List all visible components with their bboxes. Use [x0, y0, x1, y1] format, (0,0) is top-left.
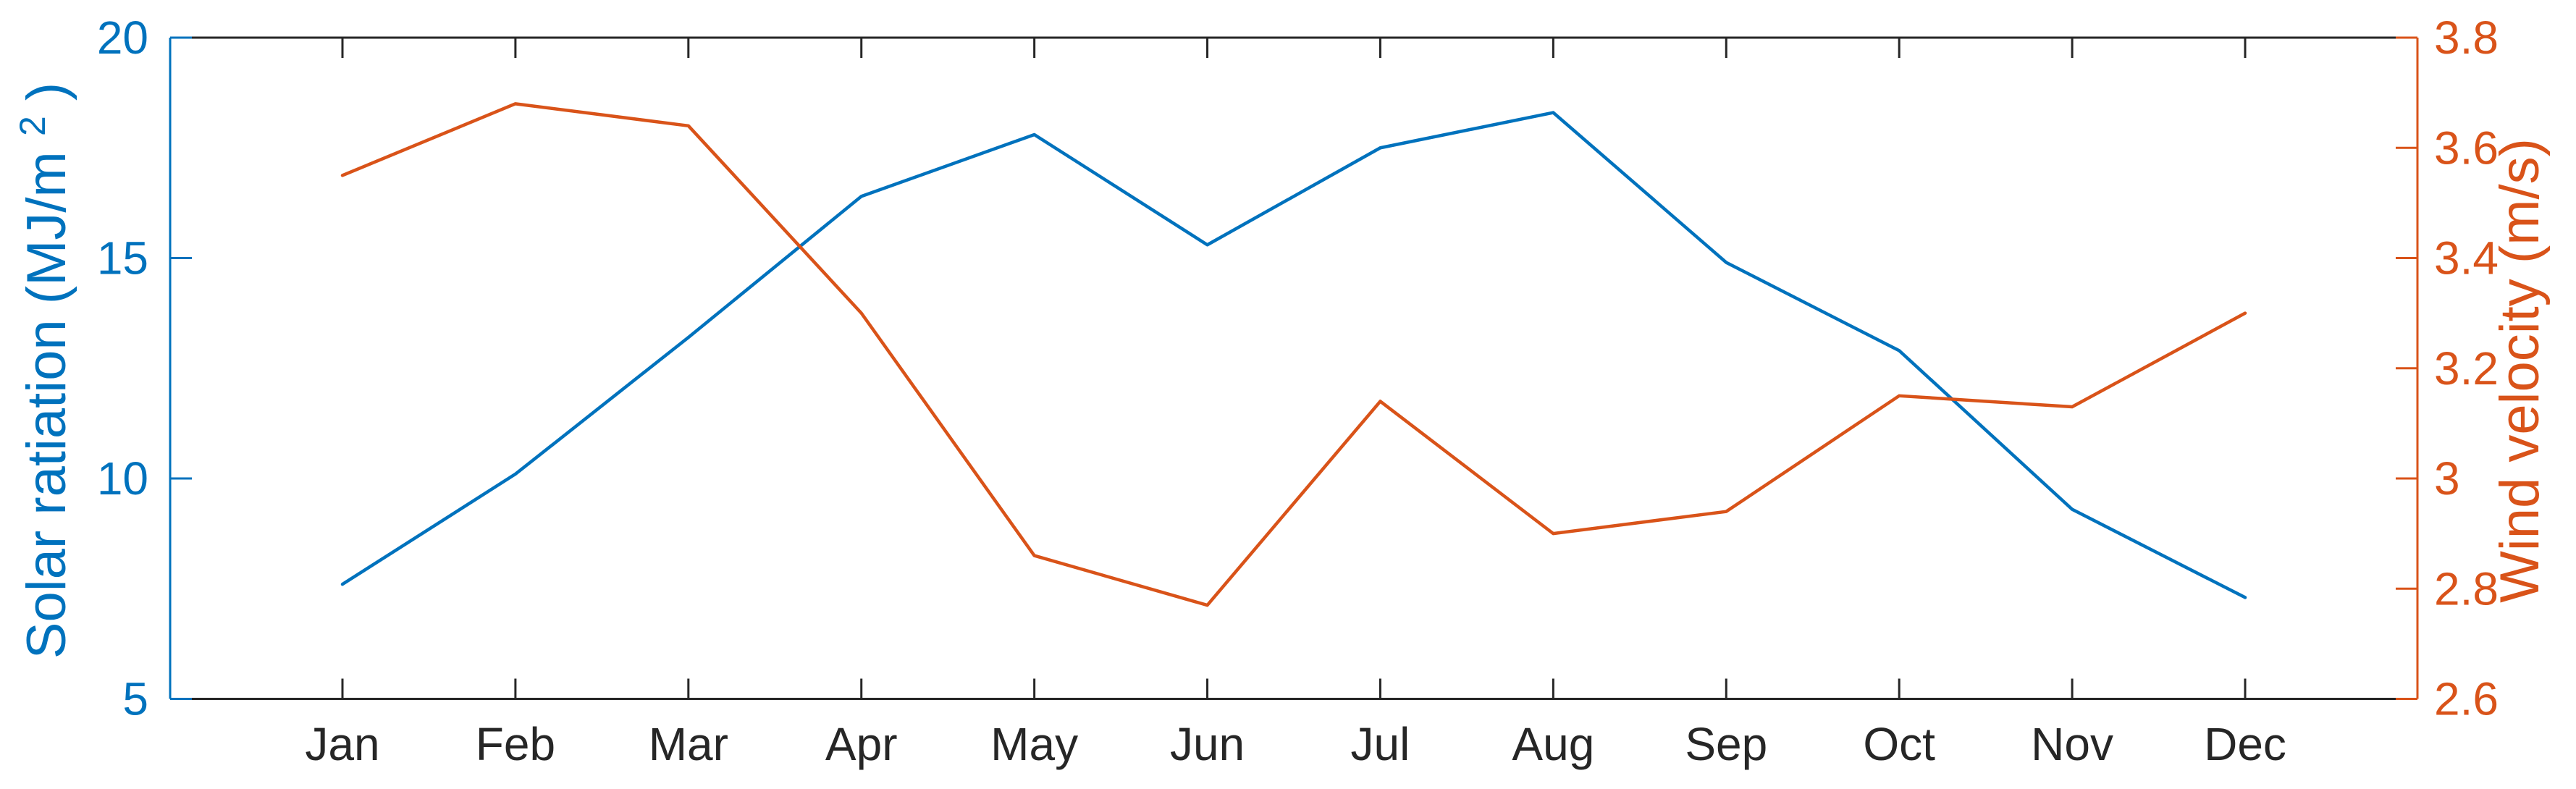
series-line-solar-ratiation [340, 111, 2247, 599]
right-axis-title: Wind velocity (m/s) [2489, 138, 2551, 603]
y-tick-label-right: 3.6 [2434, 122, 2499, 174]
x-tick-label: Jul [1351, 718, 1410, 770]
y-tick-label-left: 15 [97, 232, 148, 284]
y-tick-label-left: 5 [122, 673, 148, 725]
x-tick-label: Nov [2031, 718, 2113, 770]
y-tick-label-right: 3 [2434, 452, 2460, 505]
plot-area: Jan Feb Mar Apr May Jun Jul Aug Sep Oct Nov Dec 5 10 1… [97, 12, 2499, 770]
x-tick-label: Jan [305, 718, 379, 770]
left-axis-title-superscript: 2 [12, 116, 53, 136]
left-axis-title-text: Solar ratiation (MJ/m [16, 151, 77, 659]
x-tick-label: Dec [2204, 718, 2286, 770]
y-tick-label-right: 3.4 [2434, 232, 2499, 284]
y-tick-label-left: 10 [97, 452, 148, 505]
series-line-wind-velocity [340, 102, 2247, 607]
left-axis-title: Solar ratiation (MJ/m 2 ) [0, 83, 77, 659]
y-tick-label-right: 2.6 [2434, 673, 2499, 725]
left-axis-title-close-paren: ) [16, 83, 77, 101]
y-tick-label-left: 20 [97, 12, 148, 64]
y-tick-label-right: 2.8 [2434, 562, 2499, 615]
y-tick-label-right: 3.8 [2434, 12, 2499, 64]
x-tick-label: Sep [1685, 718, 1767, 770]
y-tick-label-right: 3.2 [2434, 342, 2499, 394]
x-tick-label: Mar [649, 718, 728, 770]
x-tick-label: Oct [1863, 718, 1935, 770]
x-tick-label: Feb [476, 718, 555, 770]
x-tick-label: Aug [1512, 718, 1594, 770]
x-tick-label: Apr [825, 718, 898, 770]
x-tick-label: May [990, 718, 1078, 770]
x-tick-label: Jun [1170, 718, 1245, 770]
